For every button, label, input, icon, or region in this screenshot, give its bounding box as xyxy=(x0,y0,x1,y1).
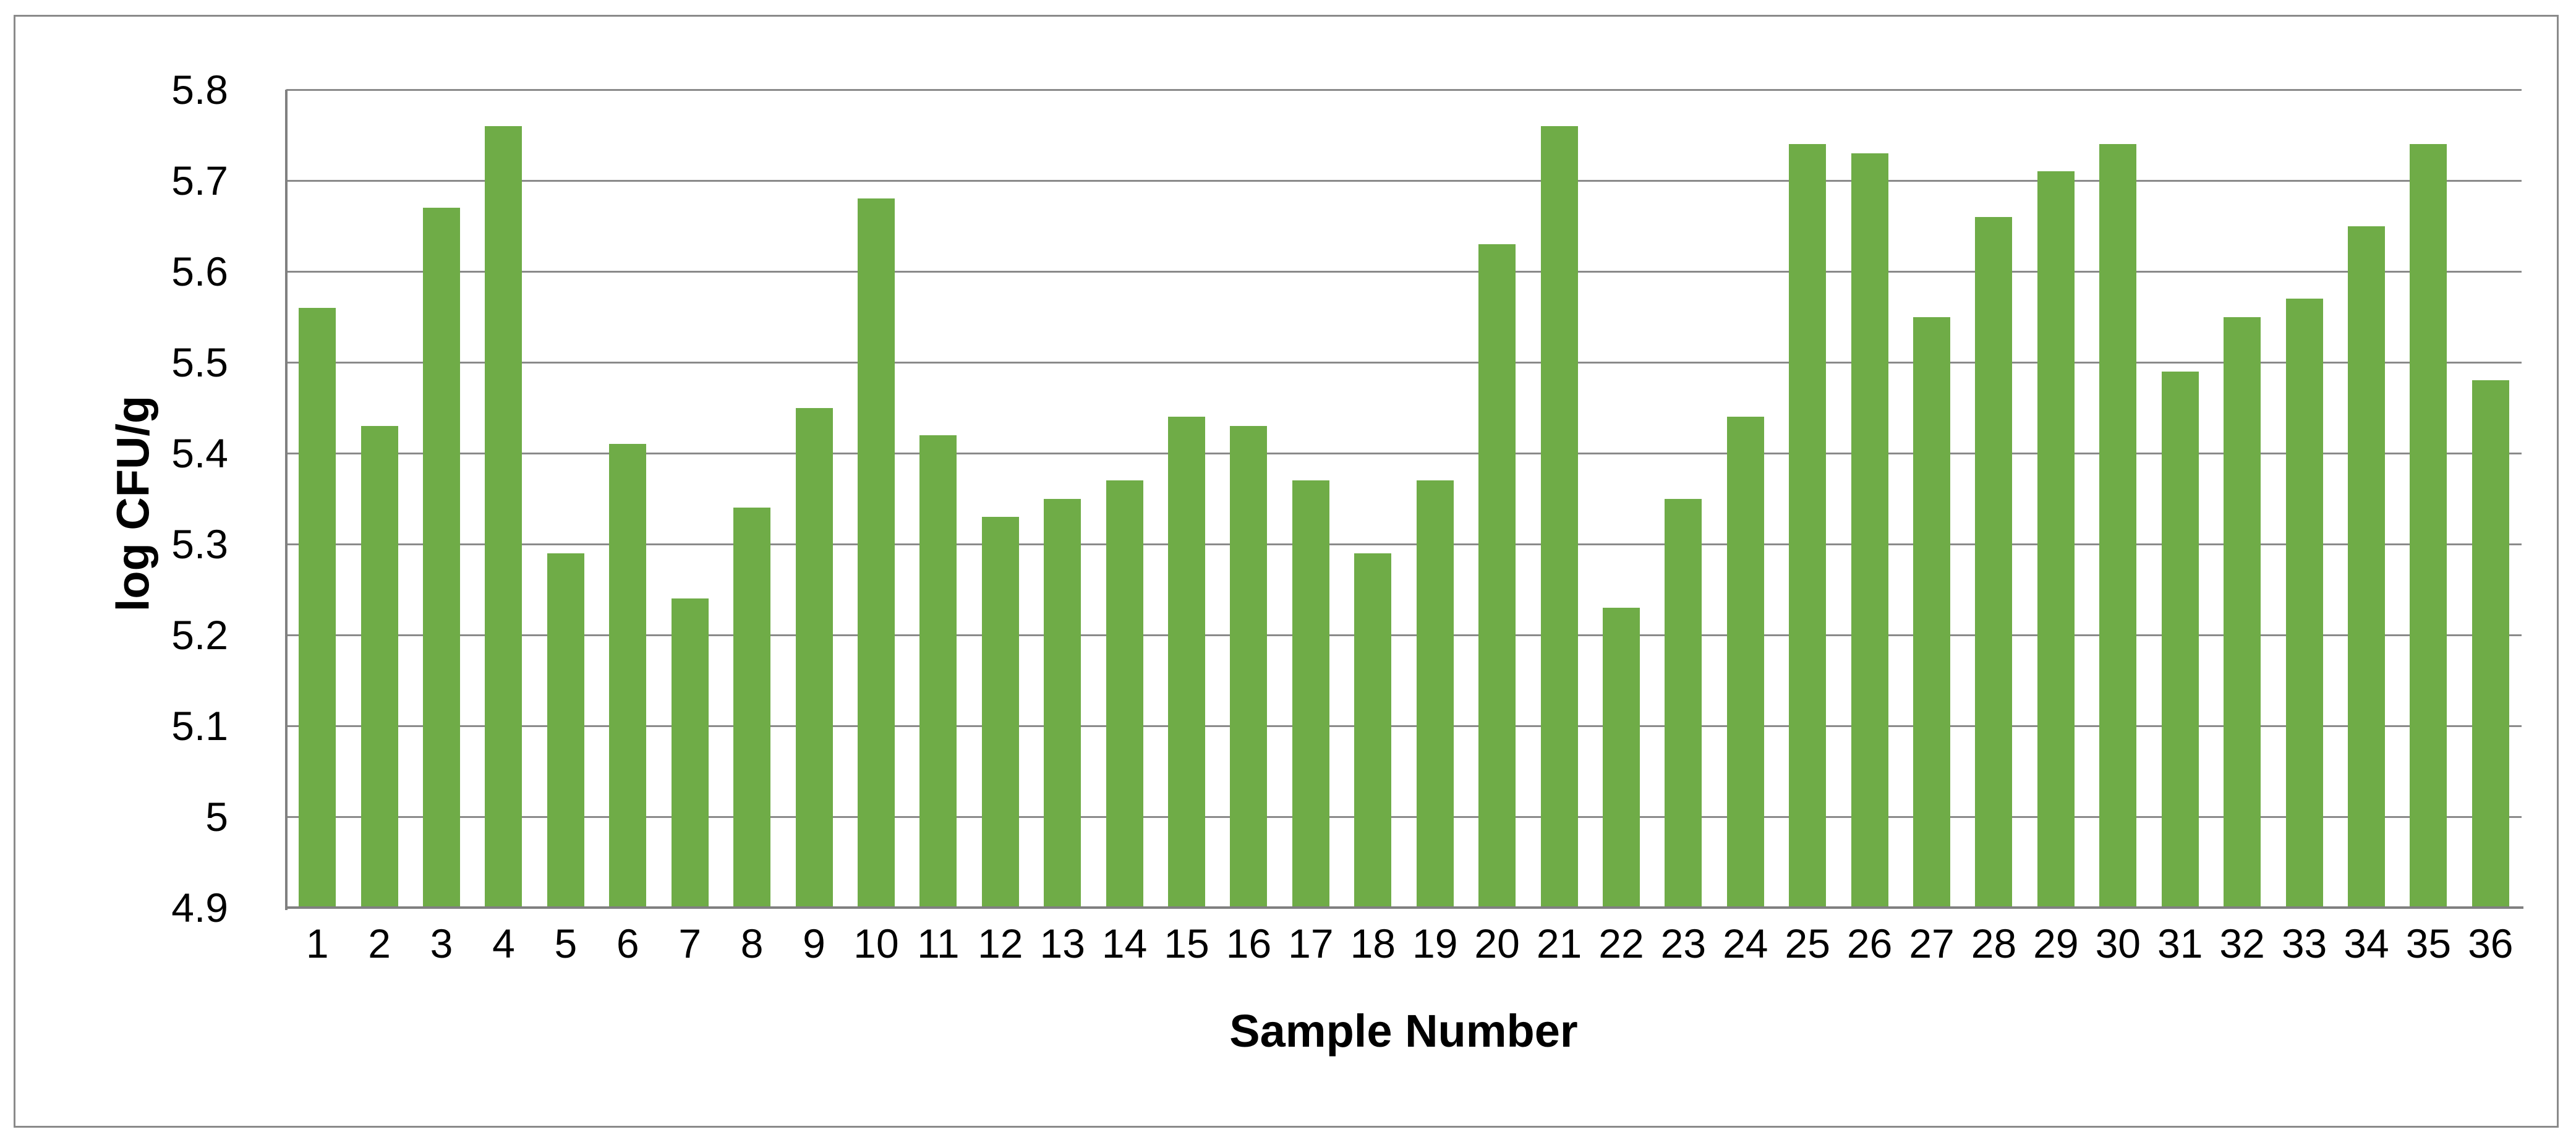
bar-sample-17 xyxy=(1292,480,1329,908)
bar-sample-11 xyxy=(919,435,957,908)
x-tick-label-20: 20 xyxy=(1474,921,1520,966)
bar-sample-28 xyxy=(1975,216,2013,908)
x-tick-label-21: 21 xyxy=(1536,921,1582,966)
x-tick-label-15: 15 xyxy=(1164,921,1209,966)
x-tick-label-10: 10 xyxy=(853,921,899,966)
plot-area xyxy=(286,88,2522,909)
y-tick-label-5.4: 5.4 xyxy=(171,430,228,476)
x-tick-label-4: 4 xyxy=(492,921,515,966)
x-tick-label-19: 19 xyxy=(1412,921,1458,966)
x-tick-label-31: 31 xyxy=(2157,921,2203,966)
bar-sample-2 xyxy=(360,425,398,908)
y-axis-line xyxy=(285,90,288,910)
x-tick-label-18: 18 xyxy=(1350,921,1396,966)
bar-sample-27 xyxy=(1913,317,1951,908)
gridline-5.4 xyxy=(286,452,2522,454)
x-tick-label-12: 12 xyxy=(978,921,1023,966)
gridline-5.5 xyxy=(286,361,2522,364)
bar-sample-9 xyxy=(795,407,833,908)
y-tick-label-5.3: 5.3 xyxy=(171,521,228,567)
bar-sample-6 xyxy=(609,444,647,908)
gridline-5.7 xyxy=(286,179,2522,182)
gridline-5.3 xyxy=(286,543,2522,545)
y-tick-label-5.8: 5.8 xyxy=(171,67,228,113)
bar-sample-23 xyxy=(1665,498,1702,908)
x-tick-label-29: 29 xyxy=(2033,921,2079,966)
bar-sample-31 xyxy=(2161,371,2199,908)
x-axis-title: Sample Number xyxy=(1229,1005,1578,1057)
x-tick-label-17: 17 xyxy=(1288,921,1334,966)
bar-sample-10 xyxy=(857,198,895,908)
bar-sample-24 xyxy=(1726,417,1764,908)
x-tick-label-16: 16 xyxy=(1226,921,1272,966)
bar-sample-22 xyxy=(1602,607,1640,908)
x-tick-label-26: 26 xyxy=(1846,921,1893,966)
x-tick-label-3: 3 xyxy=(430,921,453,966)
bar-sample-30 xyxy=(2099,144,2137,908)
bar-sample-25 xyxy=(1789,144,1827,908)
y-axis-title: log CFU/g xyxy=(107,395,159,612)
y-tick-label-5.1: 5.1 xyxy=(171,703,228,749)
bar-sample-12 xyxy=(981,516,1019,908)
bar-sample-21 xyxy=(1540,126,1578,908)
x-axis-line xyxy=(286,906,2523,909)
y-tick-label-5: 5 xyxy=(205,794,228,840)
bar-sample-4 xyxy=(485,126,522,908)
y-tick-label-5.7: 5.7 xyxy=(171,158,228,203)
gridline-5.2 xyxy=(286,634,2522,636)
x-tick-label-35: 35 xyxy=(2405,921,2452,966)
gridline-5.6 xyxy=(286,270,2522,273)
bar-sample-18 xyxy=(1354,553,1392,908)
x-tick-label-32: 32 xyxy=(2219,921,2265,966)
x-tick-label-27: 27 xyxy=(1909,921,1955,966)
gridline-5 xyxy=(286,815,2522,818)
y-tick-label-5.2: 5.2 xyxy=(171,612,228,658)
x-tick-label-8: 8 xyxy=(740,921,764,966)
gridline-5.8 xyxy=(286,88,2522,91)
bar-sample-26 xyxy=(1851,153,1888,908)
x-tick-label-25: 25 xyxy=(1785,921,1830,966)
x-tick-label-6: 6 xyxy=(616,921,639,966)
x-tick-label-34: 34 xyxy=(2344,921,2389,966)
bar-sample-36 xyxy=(2472,380,2509,908)
y-tick-label-5.6: 5.6 xyxy=(171,249,228,294)
x-tick-label-14: 14 xyxy=(1101,921,1148,966)
bar-sample-34 xyxy=(2347,226,2385,908)
x-tick-label-7: 7 xyxy=(678,921,702,966)
bar-sample-35 xyxy=(2410,144,2447,908)
chart-frame: 5.8 5.7 5.6 5.5 5.4 5.3 5.2 5.1 5 4.9 1 2 3 4 5 6 7 8 9 10… xyxy=(14,15,2559,1128)
x-tick-label-9: 9 xyxy=(803,921,825,966)
x-tick-label-11: 11 xyxy=(917,921,960,966)
bar-sample-32 xyxy=(2224,317,2261,908)
x-tick-label-30: 30 xyxy=(2095,921,2141,966)
x-tick-label-22: 22 xyxy=(1598,921,1644,966)
x-tick-label-13: 13 xyxy=(1039,921,1085,966)
bar-sample-15 xyxy=(1168,417,1206,908)
bar-sample-20 xyxy=(1478,244,1516,908)
x-tick-label-2: 2 xyxy=(368,921,391,966)
x-tick-label-33: 33 xyxy=(2281,921,2327,966)
bar-sample-14 xyxy=(1106,480,1143,908)
y-tick-label-4.9: 4.9 xyxy=(171,885,228,930)
bar-sample-3 xyxy=(423,208,461,908)
gridline-5.1 xyxy=(286,725,2522,727)
x-tick-label-5: 5 xyxy=(554,921,578,966)
bar-sample-7 xyxy=(671,598,709,908)
x-tick-label-24: 24 xyxy=(1723,921,1768,966)
y-tick-label-5.5: 5.5 xyxy=(171,339,228,385)
bar-sample-13 xyxy=(1044,498,1081,908)
bar-sample-1 xyxy=(299,307,336,908)
bar-sample-19 xyxy=(1416,480,1454,908)
x-tick-label-1: 1 xyxy=(305,921,329,966)
bar-sample-33 xyxy=(2285,299,2323,908)
bar-sample-8 xyxy=(733,508,771,908)
x-tick-label-36: 36 xyxy=(2468,921,2514,966)
bar-sample-5 xyxy=(547,553,584,908)
bar-sample-16 xyxy=(1230,425,1268,908)
x-tick-label-28: 28 xyxy=(1971,921,2017,966)
bar-sample-29 xyxy=(2037,171,2075,908)
x-tick-label-23: 23 xyxy=(1660,921,1707,966)
